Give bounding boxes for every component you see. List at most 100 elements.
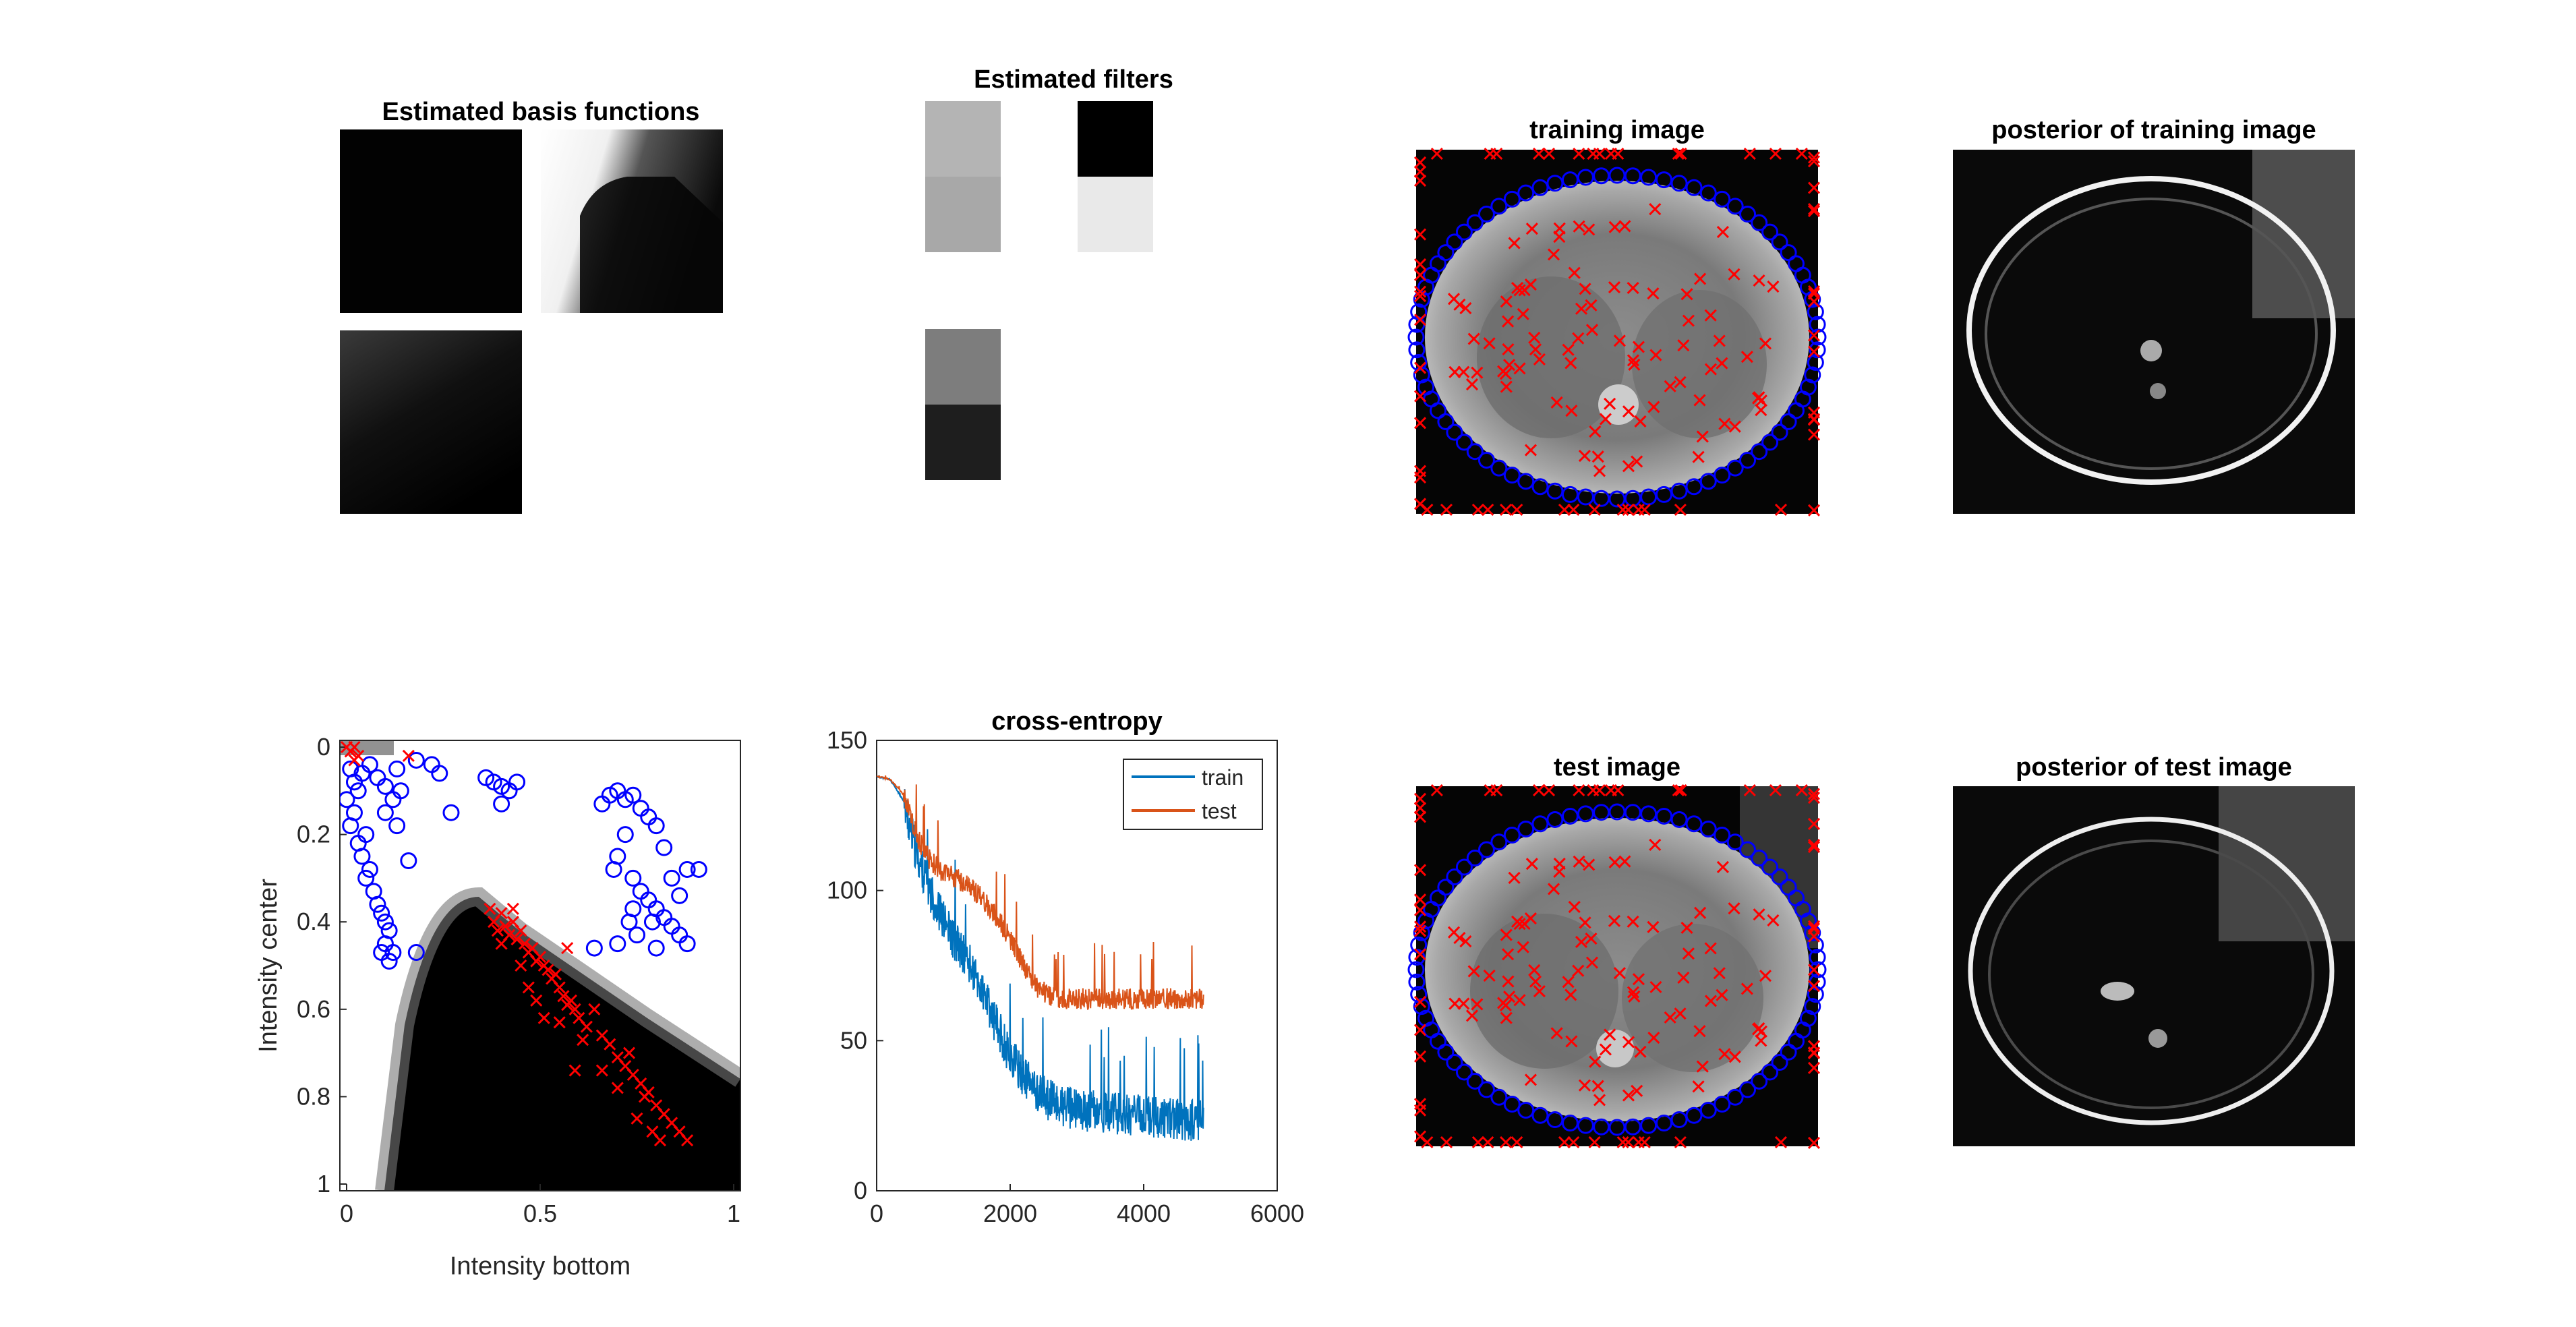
background-cross-marker (1632, 1136, 1645, 1149)
interior-cross-marker (1575, 302, 1588, 315)
interior-cross-marker (1713, 967, 1726, 980)
background-cross-marker (1413, 471, 1427, 484)
boundary-circle-marker (1466, 214, 1484, 231)
interior-cross-marker (1578, 450, 1591, 463)
interior-cross-marker (1502, 948, 1515, 961)
background-cross-marker (1558, 503, 1571, 517)
scatter-circle-point (407, 944, 425, 962)
scatter-cross-point (564, 994, 577, 1007)
basis-image-3 (340, 330, 522, 514)
interior-cross-marker (1591, 1080, 1604, 1092)
background-cross-marker (1588, 1136, 1601, 1149)
background-cross-marker (1413, 268, 1427, 281)
interior-cross-marker (1716, 225, 1729, 239)
interior-cross-marker (1593, 465, 1606, 477)
interior-cross-marker (1618, 220, 1631, 233)
interior-cross-marker (1627, 986, 1640, 999)
boundary-circle-marker (1437, 879, 1455, 896)
background-cross-marker (1604, 784, 1618, 797)
interior-cross-marker (1585, 324, 1599, 336)
boundary-circle-marker (1807, 354, 1824, 372)
background-cross-marker (1413, 165, 1427, 178)
scatter-cross-point (580, 1020, 593, 1033)
interior-cross-marker (1632, 341, 1645, 353)
boundary-circle-marker (1739, 206, 1757, 223)
interior-cross-marker (1693, 394, 1706, 407)
interior-cross-marker (1568, 266, 1581, 279)
scatter-circle-point (373, 944, 390, 962)
interior-cross-marker (1628, 358, 1641, 371)
scatter-cross-point (491, 924, 504, 937)
interior-cross-marker (1459, 301, 1472, 315)
scatter-circle-point (493, 795, 510, 813)
boundary-circle-marker (1517, 1101, 1535, 1119)
scatter-cross-point (553, 1016, 566, 1029)
interior-cross-marker (1467, 965, 1480, 978)
background-cross-marker (1807, 295, 1821, 308)
background-cross-marker (1674, 1136, 1687, 1149)
boundary-circle-marker (1771, 1054, 1788, 1071)
interior-cross-marker (1533, 985, 1546, 998)
interior-cross-marker (1503, 991, 1516, 1003)
interior-cross-marker (1562, 976, 1575, 989)
interior-cross-marker (1457, 997, 1470, 1010)
boundary-circle-marker (1407, 961, 1425, 978)
interior-cross-marker (1547, 883, 1560, 895)
posterior-training-noise (2252, 150, 2355, 318)
boundary-circle-marker (1640, 169, 1658, 186)
background-cross-marker (1413, 1050, 1427, 1063)
scatter-cross-point (653, 1134, 667, 1147)
boundary-circle-marker (1788, 402, 1805, 419)
interior-cross-marker (1613, 967, 1626, 980)
background-cross-marker (1482, 1136, 1494, 1149)
scatter-circle-point (431, 765, 448, 782)
scatter-xtick-label: 0 (340, 1200, 353, 1227)
boundary-circle-marker (1577, 488, 1594, 506)
interior-cross-marker (1767, 280, 1780, 293)
interior-cross-marker (1680, 288, 1693, 301)
interior-cross-marker (1573, 220, 1585, 233)
interior-cross-marker (1500, 928, 1513, 941)
scatter-cross-point (541, 964, 554, 976)
interior-cross-marker (1753, 274, 1765, 287)
boundary-circle-marker (1546, 482, 1564, 500)
scatter-circle-point (609, 935, 626, 953)
background-cross-marker (1593, 784, 1606, 797)
interior-cross-marker (1448, 365, 1461, 378)
background-cross-marker (1484, 147, 1496, 160)
background-cross-marker (1807, 930, 1821, 943)
interior-cross-marker (1524, 444, 1538, 456)
interior-cross-marker (1704, 942, 1717, 955)
interior-cross-marker (1627, 354, 1640, 367)
interior-cross-marker (1575, 935, 1588, 948)
interior-cross-marker (1608, 281, 1621, 294)
scatter-circle-point (624, 900, 642, 918)
boundary-circle-marker (1531, 478, 1549, 496)
background-cross-marker (1413, 1024, 1427, 1036)
scatter-circle-point (384, 944, 402, 962)
scatter-cross-point (568, 1064, 581, 1077)
scatter-circle-point (388, 817, 406, 835)
posterior-test-spot-2 (2148, 1029, 2167, 1048)
interior-cross-marker (1533, 353, 1546, 366)
interior-cross-marker (1553, 222, 1566, 235)
interior-cross-marker (1599, 1043, 1612, 1056)
boundary-circle-marker (1714, 826, 1731, 844)
background-cross-marker (1795, 147, 1808, 160)
interior-cross-marker (1759, 970, 1772, 982)
boundary-circle-marker (1739, 451, 1757, 469)
interior-cross-marker (1622, 460, 1635, 473)
background-cross-marker (1743, 784, 1756, 797)
line-ytick-label: 0 (854, 1177, 867, 1204)
interior-cross-marker (1622, 405, 1635, 418)
scatter-circle-point (373, 904, 390, 922)
scatter-points (340, 740, 707, 1147)
scatter-cross-point (495, 907, 508, 920)
scatter-xlabel: Intensity bottom (450, 1252, 631, 1280)
background-cross-marker (1413, 156, 1427, 169)
background-cross-marker (1573, 147, 1585, 160)
boundary-circle-marker (1531, 179, 1549, 196)
background-cross-marker (1413, 920, 1427, 933)
interior-cross-marker (1572, 964, 1585, 977)
interior-cross-marker (1447, 926, 1461, 939)
